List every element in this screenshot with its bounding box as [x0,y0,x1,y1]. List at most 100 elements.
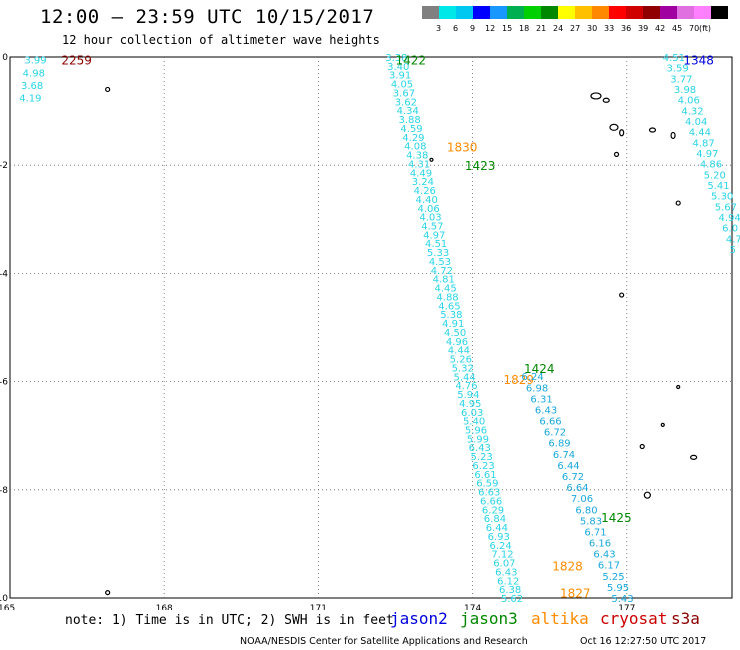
credit-line: NOAA/NESDIS Center for Satellite Applica… [240,636,528,647]
legend-swatch [456,6,473,19]
legend-label: 39 [638,24,649,33]
lon-tick-label: 171 [310,604,327,610]
swh-value: 4.40 [416,195,438,206]
swh-value: 6.89 [548,439,570,450]
lat-tick-label: 0 [2,53,8,63]
legend-swatch [711,6,728,19]
pass-time-label: 1424 [524,362,555,376]
legend-label: 33 [604,24,615,33]
timestamp: Oct 16 12:27:50 UTC 2017 [580,636,707,647]
swh-value: 6.93 [488,532,510,543]
lat-tick-label: -10 [0,594,8,604]
lon-tick-label: 174 [464,604,481,610]
swh-value: 5.83 [580,516,602,527]
swh-value: 4.38 [406,151,428,162]
swh-value: 6.72 [562,472,584,483]
pass-time-label: 1830 [447,140,478,154]
footer-note: note: 1) Time is in UTC; 2) SWH is in fe… [65,613,394,628]
swh-value: 3.88 [398,115,420,126]
swh-value: 6.0 [722,224,738,235]
swh-value: 7.12 [491,550,513,561]
satellite-name-jason2: jason2 [390,609,448,628]
island-outline [619,129,625,137]
swh-value: 6.44 [557,461,579,472]
legend-label: 15 [502,24,513,33]
swh-value: 5.25 [602,572,624,583]
swh-value: 6.17 [598,561,620,572]
swh-value: 6.38 [499,585,521,596]
swh-value: 4.81 [433,275,455,286]
island-outline [690,454,698,460]
satellite-name-altika: altika [531,609,589,628]
swh-value: 5.44 [453,372,475,383]
swh-value: 6.43 [593,550,615,561]
swh-value: 4.06 [678,96,700,107]
swh-value: 5.62 [501,594,523,605]
legend-swatch [660,6,677,19]
swh-value: 4.45 [435,284,457,295]
legend-label: 36 [621,24,632,33]
satellite-name-cryosat: cryosat [600,609,668,628]
swh-value: 4.53 [429,257,451,268]
swh-value: 6.61 [474,470,496,481]
swh-value: 6.07 [493,559,515,570]
swh-value: 4.65 [438,301,460,312]
swh-value: 4.91 [442,319,464,330]
swh-value: 4.76 [455,381,477,392]
swh-value: 6.63 [478,488,500,499]
island-outline [660,422,665,427]
map-title: 12:00 – 23:59 UTC 10/15/2017 [40,6,375,28]
swh-value: 6.98 [526,383,548,394]
legend-label: 70 [689,24,700,33]
lat-tick-label: -4 [0,269,8,279]
swh-value: 5.41 [707,181,729,192]
pass-time-label: 1828 [552,560,583,574]
graticule [9,56,733,599]
swh-value: 5.32 [452,363,474,374]
legend-swatch [575,6,592,19]
island-outline [602,97,610,103]
swh-value: 5.23 [471,452,493,463]
swh-value: 4.31 [408,159,430,170]
swh-value: 4.7 [726,234,740,245]
swh-value: 5.94 [457,390,479,401]
swh-value: 3.68 [21,81,43,92]
swh-value: 6.43 [535,405,557,416]
swh-value: 3.67 [393,88,415,99]
legend-swatch [677,6,694,19]
swh-value: 7.06 [571,494,593,505]
swh-value: 3.38 [385,53,407,64]
swh-value: 6.84 [484,514,506,525]
lon-tick-label: 177 [618,604,635,610]
swh-value: 6.24 [489,541,511,552]
satellite-name-s3a: s3a [671,609,700,628]
island-outline [643,491,651,499]
pass-time-label: 1829 [503,373,534,387]
swh-value: 4.29 [402,133,424,144]
islands [105,86,698,596]
swh-value: 4.57 [421,222,443,233]
swh-value: 6.12 [497,576,519,587]
legend-label: 9 [470,24,476,33]
swh-value: 6.66 [539,417,561,428]
swh-value: 4.97 [696,149,718,160]
pass-time-label: 1348 [683,54,714,68]
swh-value: 4.03 [419,213,441,224]
swh-value: 5.99 [467,434,489,445]
swh-value: 4.95 [459,399,481,410]
legend-swatch [643,6,660,19]
swh-value: 5.33 [427,248,449,259]
swh-value: 3.59 [666,64,688,75]
swh-value: 5.20 [704,170,726,181]
swh-value: 6.43 [495,567,517,578]
island-outline [613,151,620,157]
swh-value: 4.59 [400,124,422,135]
swh-value: 4.97 [423,230,445,241]
swh-value: 5.40 [463,417,485,428]
legend-label: 21 [536,24,547,33]
swh-value: 6.66 [480,496,502,507]
swh-value: 4.88 [436,292,458,303]
swh-value: 6.29 [482,505,504,516]
swh-value: 5.67 [715,202,737,213]
legend-swatch [439,6,456,19]
